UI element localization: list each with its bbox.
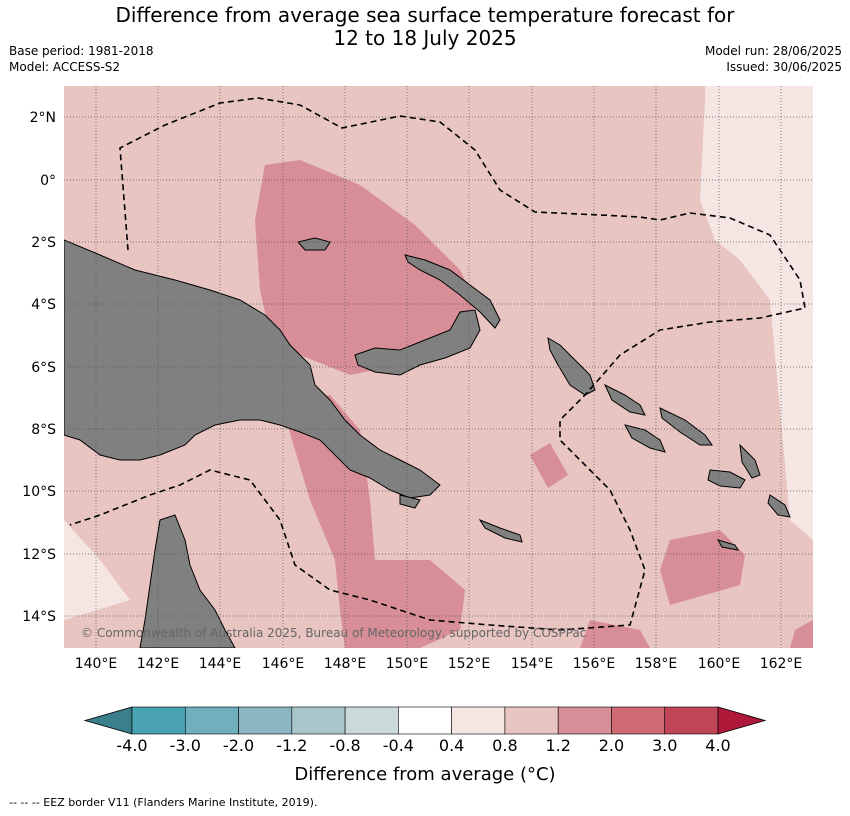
land-dentrecasteaux — [399, 494, 421, 509]
latitude-labels: 2°N 0° 2°S 4°S 6°S 8°S 10°S 12°S 14°S — [22, 110, 56, 625]
model-name: Model: ACCESS-S2 — [9, 60, 121, 74]
colorbar-title: Difference from average (°C) — [294, 764, 555, 785]
colorbar: -4.0 -3.0 -2.0 -1.2 -0.8 -0.4 0.4 0.8 1.2 2.0 3.0 4… — [83, 706, 767, 755]
colorbar-tick-label: -4.0 — [116, 736, 147, 755]
lon-label: 140°E — [75, 656, 118, 672]
colorbar-swatch — [398, 706, 452, 735]
land-louisiade — [478, 518, 523, 543]
land-new-georgia — [624, 424, 666, 453]
map-panel: © Commonwealth of Australia 2025, Bureau… — [64, 86, 813, 648]
graticule — [64, 86, 813, 648]
anomaly-region-patch-1.2-2.0 — [530, 443, 568, 488]
title-line-1: Difference from average sea surface temp… — [115, 3, 735, 27]
colorbar-swatch — [451, 706, 506, 735]
colorbar-tick-label: 4.0 — [705, 736, 730, 755]
lat-label: 6°S — [31, 360, 56, 376]
anomaly-region-central-1.2-2.0 — [255, 160, 475, 375]
lon-label: 146°E — [262, 656, 305, 672]
lat-label: 2°S — [31, 235, 56, 251]
lon-label: 156°E — [573, 656, 616, 672]
anomaly-region-corner-1.2-2.0 — [790, 620, 813, 648]
colorbar-tick-label: -0.4 — [383, 736, 414, 755]
colorbar-tick-label: -2.0 — [223, 736, 254, 755]
anomaly-region-east-0.4-0.8 — [700, 86, 813, 540]
land-santa-isabel — [659, 407, 713, 446]
lon-label: 154°E — [511, 656, 554, 672]
land-manus — [297, 237, 331, 251]
colorbar-swatch — [611, 706, 666, 735]
lat-label: 2°N — [30, 110, 56, 126]
land-new-britain — [354, 309, 481, 376]
base-period: Base period: 1981-2018 — [9, 44, 154, 58]
map-title: Difference from average sea surface temp… — [0, 4, 850, 50]
colorbar-tick-label: 1.2 — [545, 736, 570, 755]
anomaly-region-bottom-1.2-2.0 — [580, 620, 650, 648]
legend-footnote: -- -- -- EEZ border V11 (Flanders Marine… — [9, 796, 318, 809]
longitude-labels: 140°E 142°E 144°E 146°E 148°E 150°E 152°… — [75, 656, 803, 672]
land-makira — [767, 494, 791, 518]
anomaly-region-southwest-0.4-0.8 — [64, 520, 130, 620]
colorbar-tick-label: 3.0 — [652, 736, 677, 755]
lon-label: 142°E — [137, 656, 180, 672]
colorbar-tick-label: 0.8 — [492, 736, 517, 755]
colorbar-swatch — [184, 706, 239, 735]
lat-label: 4°S — [31, 297, 56, 313]
land-guadalcanal — [707, 469, 746, 489]
colorbar-tick-label: -3.0 — [170, 736, 201, 755]
lon-label: 160°E — [698, 656, 741, 672]
lat-label: 0° — [40, 173, 56, 189]
colorbar-tick-label: -0.8 — [329, 736, 360, 755]
colorbar-swatch — [664, 706, 719, 735]
lon-label: 152°E — [448, 656, 491, 672]
lon-label: 148°E — [324, 656, 367, 672]
model-run: Model run: 28/06/2025 — [704, 44, 842, 58]
land-bougainville — [547, 337, 596, 396]
land-cape-york — [139, 514, 236, 648]
colorbar-swatch — [504, 706, 559, 735]
colorbar-swatch — [131, 706, 186, 735]
lat-label: 12°S — [22, 547, 56, 563]
lat-label: 10°S — [22, 484, 56, 500]
lon-label: 144°E — [199, 656, 242, 672]
colorbar-max-arrow — [717, 706, 767, 735]
land-malaita — [739, 443, 761, 479]
lon-label: 162°E — [760, 656, 803, 672]
eez-border — [69, 97, 806, 631]
colorbar-swatch — [344, 706, 399, 735]
land-choiseul — [603, 383, 646, 416]
lon-label: 158°E — [635, 656, 678, 672]
colorbar-min-arrow — [83, 706, 133, 735]
base-info: Base period: 1981-2018 Model: ACCESS-S2 — [9, 43, 154, 75]
land-new-ireland — [404, 254, 501, 329]
colorbar-tick-label: -1.2 — [276, 736, 307, 755]
anomaly-region-south-1.2-2.0 — [280, 395, 465, 648]
colorbar-swatch — [557, 706, 612, 735]
lon-label: 150°E — [386, 656, 429, 672]
lat-label: 8°S — [31, 422, 56, 438]
issued-date: Issued: 30/06/2025 — [726, 60, 842, 74]
run-info: Model run: 28/06/2025 Issued: 30/06/2025 — [705, 43, 842, 75]
colorbar-swatch — [238, 706, 293, 735]
colorbar-tick-label: 2.0 — [599, 736, 624, 755]
lat-label: 14°S — [22, 609, 56, 625]
land-rennell — [716, 539, 740, 551]
colorbar-swatch — [291, 706, 346, 735]
title-line-2: 12 to 18 July 2025 — [333, 26, 517, 50]
copyright-text: © Commonwealth of Australia 2025, Bureau… — [81, 626, 586, 640]
anomaly-region-southeast-1.2-2.0 — [660, 530, 745, 605]
colorbar-tick-label: 0.4 — [439, 736, 464, 755]
